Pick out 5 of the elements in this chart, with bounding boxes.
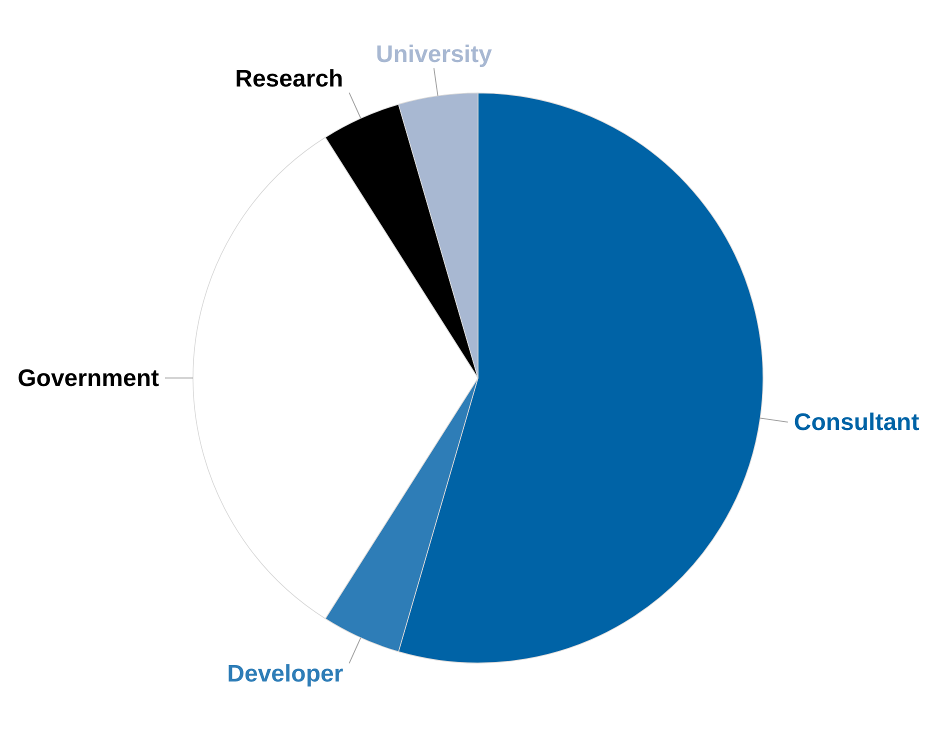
slice-label: Consultant bbox=[794, 409, 920, 436]
slice-label: Research bbox=[235, 66, 344, 93]
slice-label: Developer bbox=[227, 660, 344, 688]
slice-label: University bbox=[376, 41, 493, 68]
slice-label: Government bbox=[18, 365, 159, 392]
